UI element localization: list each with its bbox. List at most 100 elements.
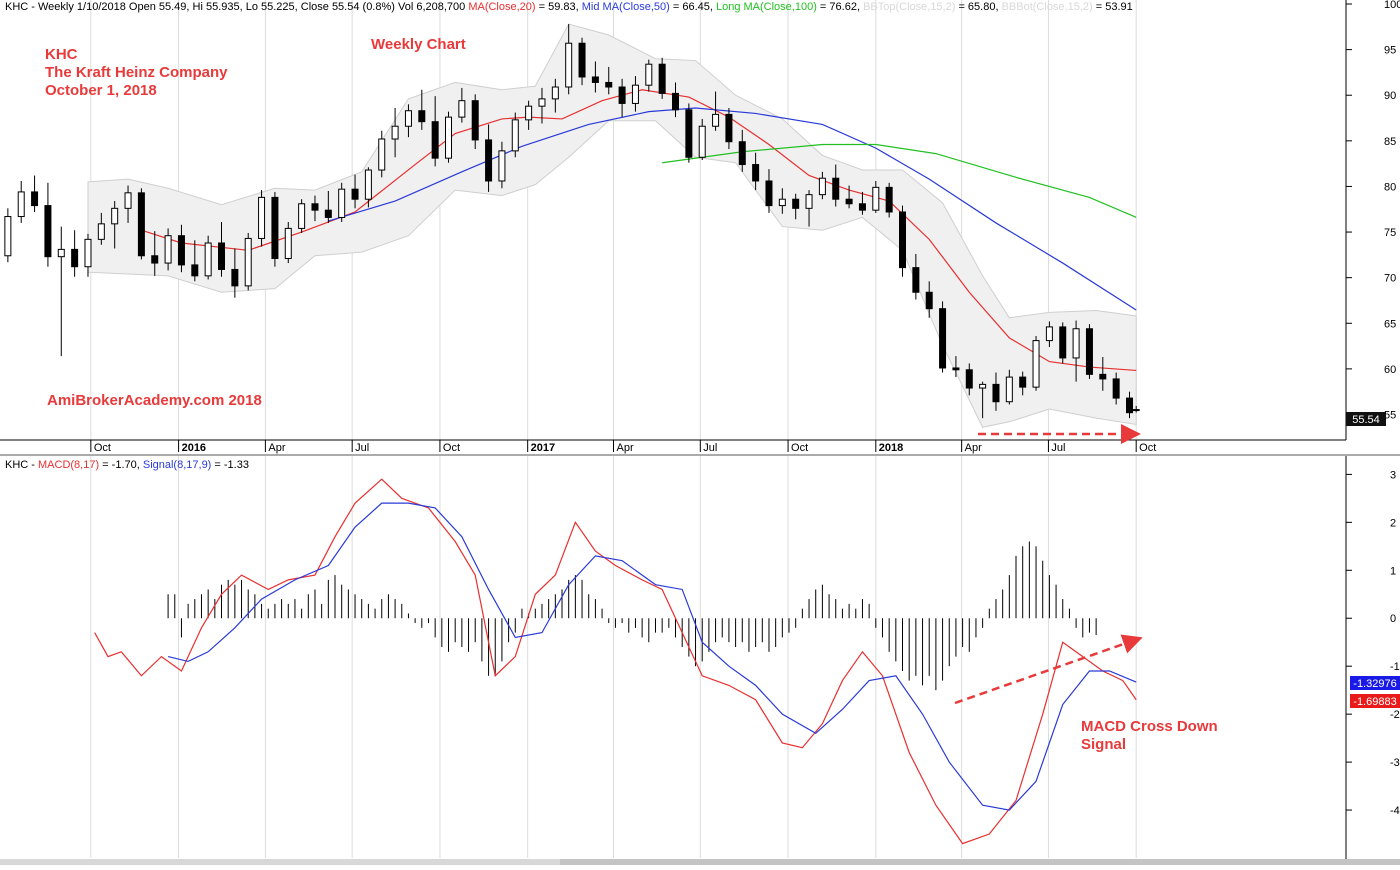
- macd-y-tick-label: -4: [1390, 805, 1400, 817]
- candle: [631, 76, 639, 112]
- candle: [151, 231, 159, 276]
- candle: [525, 100, 533, 130]
- x-tick-label: Apr: [965, 442, 982, 454]
- title-segment: MACD(8,17): [38, 459, 99, 471]
- candle: [244, 232, 252, 291]
- price-y-tick-label: 100: [1384, 0, 1400, 11]
- candle: [191, 240, 199, 282]
- macd-lines: [94, 478, 1137, 845]
- candle: [1005, 369, 1013, 405]
- candle: [111, 201, 119, 249]
- macd-y-tick-label: -3: [1390, 757, 1400, 769]
- candle: [778, 188, 786, 214]
- candle: [218, 222, 226, 277]
- macd-panel-title: KHC - MACD(8,17) = -1.70, Signal(8,17,9)…: [5, 459, 249, 471]
- price-y-tick-label: 55: [1384, 409, 1396, 421]
- candle: [4, 208, 12, 263]
- candle: [431, 96, 439, 167]
- candle: [965, 363, 973, 396]
- title-segment: = 66.45,: [670, 1, 716, 13]
- candle: [1112, 372, 1120, 405]
- candle: [177, 224, 185, 273]
- candle: [725, 107, 733, 150]
- title-segment: BBTop(Close,15,2): [863, 1, 955, 13]
- x-tick-label: Jul: [355, 442, 369, 454]
- candle: [979, 381, 987, 419]
- candle: [258, 190, 266, 247]
- macd-higher-low-arrow: [954, 634, 1143, 705]
- title-segment: = 59.83,: [536, 1, 582, 13]
- candle: [311, 195, 319, 222]
- candle: [1045, 321, 1053, 347]
- candle: [591, 61, 599, 93]
- candle: [124, 185, 132, 223]
- title-segment: KHC -: [5, 459, 38, 471]
- candle: [31, 175, 39, 212]
- x-tick-label: Jul: [1051, 442, 1065, 454]
- ma-line-long-ma-close-100-: [662, 143, 1137, 218]
- candle: [324, 191, 332, 223]
- candle: [618, 78, 626, 118]
- candle: [899, 205, 907, 277]
- candle: [832, 164, 840, 207]
- macd-note-line1: MACD Cross Down: [1081, 718, 1218, 735]
- svg-text:-1.69883: -1.69883: [1353, 696, 1396, 708]
- title-segment: Mid MA(Close,50): [582, 1, 670, 13]
- candle: [939, 301, 947, 373]
- title-segment: KHC - Weekly 1/10/2018 Open 55.49, Hi 55…: [5, 1, 468, 13]
- candle: [137, 188, 145, 260]
- date-label: October 1, 2018: [45, 82, 157, 99]
- macd-value-badge: -1.69883: [1350, 694, 1400, 708]
- macd-note-line2: Signal: [1081, 736, 1126, 753]
- candle: [765, 169, 773, 213]
- candle: [551, 78, 559, 113]
- candle: [698, 118, 706, 160]
- candle: [351, 174, 359, 209]
- price-y-tick-label: 85: [1384, 136, 1396, 148]
- candle: [1126, 391, 1134, 419]
- candle: [752, 152, 760, 191]
- ticker-label: KHC: [45, 46, 78, 63]
- candle: [1032, 336, 1040, 391]
- price-panel-title: KHC - Weekly 1/10/2018 Open 55.49, Hi 55…: [5, 1, 1133, 13]
- x-tick-label: 2017: [531, 442, 555, 454]
- candle: [738, 129, 746, 172]
- svg-text:55.54: 55.54: [1352, 414, 1380, 426]
- panel-divider[interactable]: [0, 454, 1400, 456]
- horizontal-scrollbar[interactable]: [560, 859, 1400, 865]
- company-label: The Kraft Heinz Company: [45, 64, 228, 81]
- x-tick-label: Apr: [617, 442, 634, 454]
- candle: [792, 193, 800, 220]
- candle: [378, 130, 386, 178]
- candle: [17, 180, 25, 223]
- candle: [578, 37, 586, 86]
- candle: [44, 182, 52, 267]
- sheet-tab-strip[interactable]: [0, 859, 1400, 865]
- candle: [1072, 320, 1080, 382]
- macd-y-tick-label: 1: [1390, 565, 1396, 577]
- title-segment: = 53.91: [1093, 1, 1133, 13]
- candle: [712, 91, 720, 131]
- price-y-tick-label: 90: [1384, 90, 1396, 102]
- candle: [498, 141, 506, 189]
- candle: [404, 104, 412, 138]
- candle: [565, 24, 573, 95]
- candle: [872, 180, 880, 213]
- candle: [992, 372, 1000, 411]
- candle: [84, 233, 92, 277]
- price-y-tick-label: 70: [1384, 273, 1396, 285]
- website-label: AmiBrokerAcademy.com 2018: [47, 392, 262, 409]
- last-price-badge: 55.54: [1346, 412, 1386, 426]
- title-segment: = 76.62,: [817, 1, 863, 13]
- candle: [1132, 405, 1140, 413]
- candle: [912, 253, 920, 300]
- price-axis-ticks: 55 60 65 70 75 80 85 90 95 100: [1346, 0, 1400, 421]
- macd-y-tick-label: 0: [1390, 613, 1396, 625]
- price-y-tick-label: 60: [1384, 364, 1396, 376]
- title-segment: = -1.70,: [99, 459, 143, 471]
- candle: [97, 212, 105, 245]
- candle: [391, 107, 399, 158]
- candle: [485, 124, 493, 192]
